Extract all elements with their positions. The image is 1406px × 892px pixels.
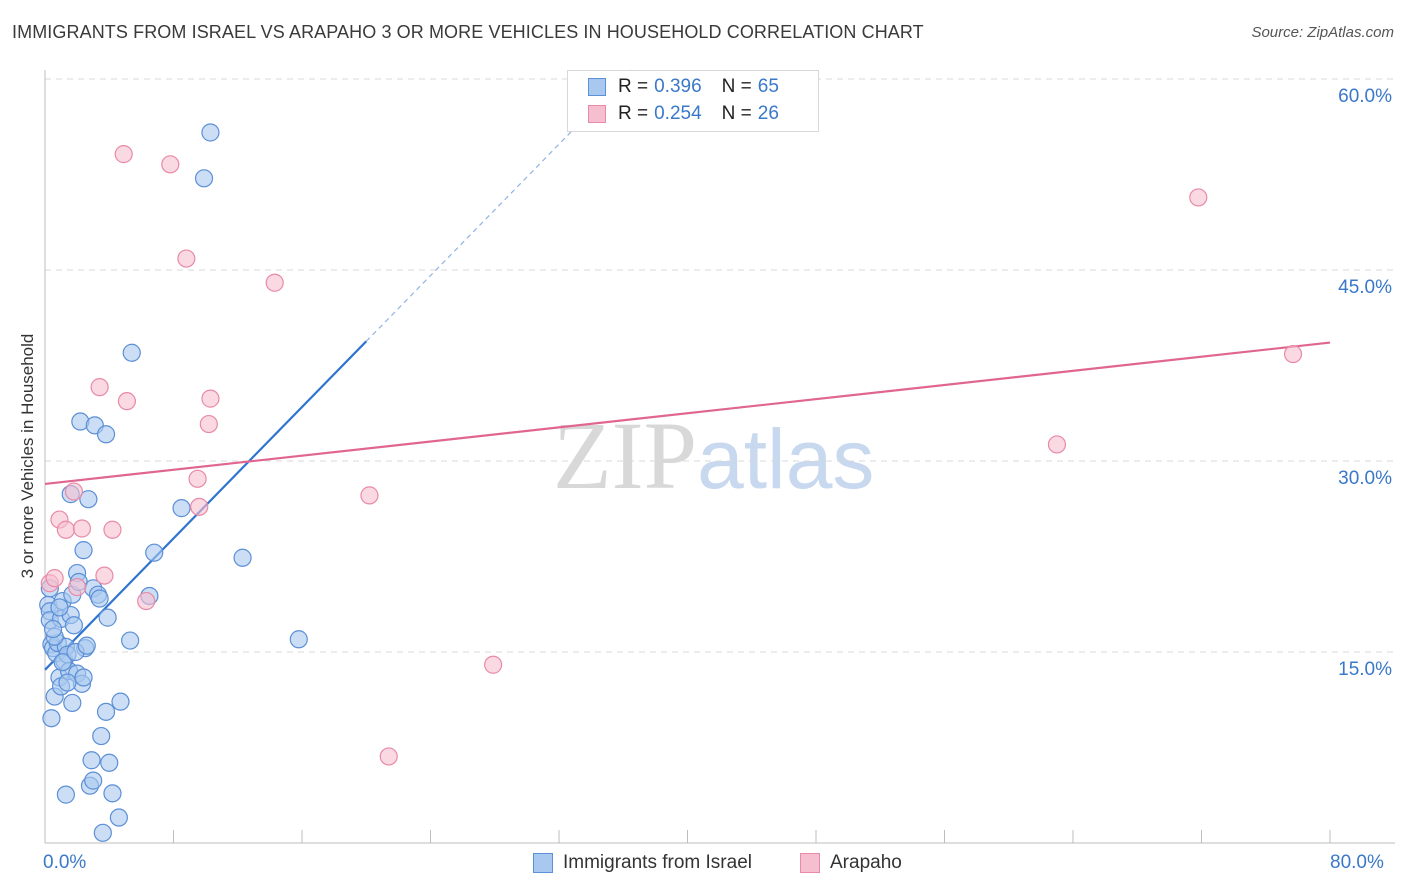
y-tick-label-45: 45.0% <box>1338 277 1392 298</box>
point-israel <box>42 709 61 728</box>
point-arapaho <box>117 392 137 411</box>
legend-r-label: R = <box>618 76 649 97</box>
point-arapaho <box>379 747 398 766</box>
legend-r-label: R = <box>618 103 649 124</box>
point-arapaho <box>56 520 75 539</box>
trend-lines <box>44 69 1331 671</box>
legend-r-value-arapaho: 0.254 <box>654 103 702 124</box>
point-israel <box>79 490 98 509</box>
point-israel <box>43 619 63 639</box>
axes <box>44 70 1395 844</box>
legend-swatch-arapaho <box>588 105 606 123</box>
point-arapaho <box>360 486 379 505</box>
y-tick-label-30: 30.0% <box>1338 468 1392 489</box>
point-arapaho <box>190 497 209 516</box>
point-israel <box>121 631 140 650</box>
source-credit: Source: ZipAtlas.com <box>1251 24 1394 41</box>
point-israel <box>172 499 191 518</box>
trend-line-arapaho <box>44 341 1331 486</box>
point-arapaho <box>103 520 122 539</box>
legend-n-value-israel: 65 <box>757 76 779 97</box>
point-israel <box>82 751 101 770</box>
legend-n-value-arapaho: 26 <box>757 103 779 124</box>
point-israel <box>109 808 128 827</box>
point-arapaho <box>177 249 196 268</box>
point-arapaho <box>161 155 180 174</box>
point-israel <box>100 753 119 772</box>
bottom-legend-arapaho[interactable]: Arapaho <box>800 852 902 874</box>
point-arapaho <box>201 389 220 408</box>
point-israel <box>64 616 84 635</box>
point-arapaho <box>114 145 133 164</box>
point-israel <box>53 653 72 672</box>
point-israel <box>201 123 220 142</box>
y-tick-label-60: 60.0% <box>1338 86 1392 107</box>
bottom-legend-label-arapaho: Arapaho <box>830 852 902 873</box>
point-arapaho <box>199 414 218 434</box>
point-israel <box>233 548 252 567</box>
point-israel <box>194 169 214 188</box>
point-israel <box>77 636 96 655</box>
legend-row-arapaho: R = 0.254 N = 26 <box>588 103 785 125</box>
point-israel <box>50 598 69 617</box>
point-israel <box>289 630 308 649</box>
legend-r-value-israel: 0.396 <box>654 76 702 97</box>
x-tick-label-min: 0.0% <box>43 852 87 873</box>
point-arapaho <box>484 655 503 674</box>
data-points <box>39 123 1303 842</box>
point-israel <box>63 693 82 713</box>
point-israel <box>122 343 141 362</box>
legend-n-label: N = <box>721 103 752 124</box>
bottom-legend-israel[interactable]: Immigrants from Israel <box>533 852 752 874</box>
point-israel <box>84 771 103 790</box>
point-arapaho <box>1283 344 1303 364</box>
bottom-legend-label-israel: Immigrants from Israel <box>563 852 752 873</box>
legend-n-label: N = <box>721 76 752 97</box>
bottom-legend-swatch-israel <box>533 853 553 873</box>
point-israel <box>74 541 93 560</box>
point-israel <box>96 425 116 444</box>
point-arapaho <box>45 569 64 588</box>
legend-row-israel: R = 0.396 N = 65 <box>588 76 785 98</box>
point-israel <box>90 589 109 608</box>
point-israel <box>92 726 111 746</box>
x-tick-label-max: 80.0% <box>1330 852 1384 873</box>
point-arapaho <box>188 469 207 488</box>
point-arapaho <box>1047 435 1067 454</box>
point-israel <box>103 784 122 803</box>
point-arapaho <box>265 273 284 292</box>
point-israel <box>93 823 112 842</box>
point-arapaho <box>72 519 92 538</box>
point-arapaho <box>64 482 84 501</box>
point-arapaho <box>137 591 156 611</box>
point-israel <box>111 692 130 711</box>
point-arapaho <box>68 577 87 597</box>
point-israel <box>74 668 93 687</box>
point-arapaho <box>95 566 114 585</box>
point-arapaho <box>1189 188 1208 207</box>
legend-swatch-israel <box>588 78 606 96</box>
point-israel <box>56 785 75 804</box>
point-israel <box>145 543 164 562</box>
bottom-legend-swatch-arapaho <box>800 853 820 873</box>
point-israel <box>58 673 77 692</box>
y-tick-label-15: 15.0% <box>1338 659 1392 680</box>
correlation-legend: R = 0.396 N = 65 R = 0.254 N = 26 <box>567 70 819 132</box>
y-axis-label: 3 or more Vehicles in Household <box>18 333 37 579</box>
gridlines <box>45 78 1395 653</box>
point-israel <box>98 608 117 627</box>
point-israel <box>96 702 116 721</box>
chart-title: IMMIGRANTS FROM ISRAEL VS ARAPAHO 3 OR M… <box>12 22 924 42</box>
watermark-atlas: atlas <box>697 412 875 506</box>
point-arapaho <box>90 378 109 397</box>
